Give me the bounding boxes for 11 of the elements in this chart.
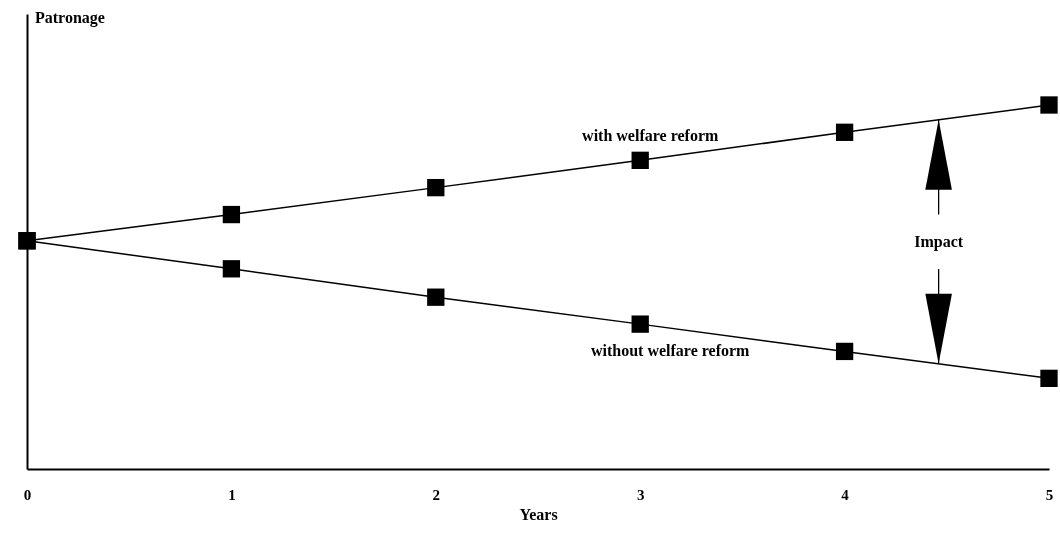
annotation: Impact: [914, 232, 964, 251]
series-label: with welfare reform: [582, 127, 719, 145]
x-tick-label: 0: [23, 486, 32, 503]
x-axis-title: Years: [519, 505, 558, 523]
x-tick-label: 5: [1045, 486, 1054, 503]
x-tick-label: 2: [432, 486, 441, 503]
text: Patronage: [35, 9, 105, 27]
series-label: without welfare reform: [590, 342, 751, 360]
x-tick-label: 3: [636, 486, 645, 503]
x-tick-label: 1: [228, 486, 236, 503]
x-tick-label: 4: [841, 486, 850, 503]
